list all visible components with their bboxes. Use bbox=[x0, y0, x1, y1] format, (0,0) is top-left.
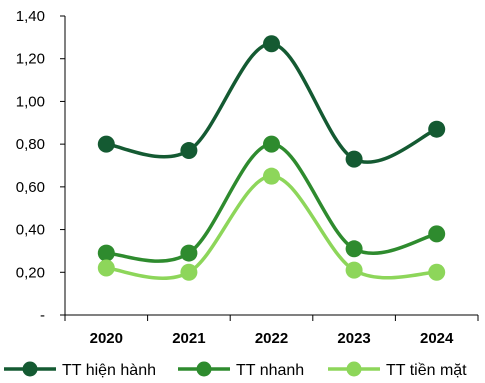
x-tick-label: 2021 bbox=[172, 330, 205, 347]
y-tick-label: 0,60 bbox=[16, 179, 45, 196]
data-point bbox=[263, 35, 280, 53]
y-tick-label: 1,20 bbox=[16, 51, 45, 68]
x-tick-label: 2023 bbox=[337, 330, 370, 347]
legend: TT hiện hành TT nhanh TT tiền mặt bbox=[4, 361, 467, 379]
legend-label: TT hiện hành bbox=[62, 362, 156, 379]
x-tick-label: 2020 bbox=[90, 330, 123, 347]
series-line bbox=[106, 142, 438, 263]
legend-swatch-marker bbox=[196, 361, 212, 377]
data-point bbox=[180, 263, 198, 281]
legend-label: TT nhanh bbox=[236, 362, 304, 379]
data-point bbox=[345, 240, 363, 258]
data-point bbox=[345, 261, 363, 279]
y-tick-label: 1,00 bbox=[16, 93, 45, 110]
series-3 bbox=[97, 167, 446, 281]
series-1 bbox=[97, 35, 446, 168]
x-tick-label: 2022 bbox=[255, 330, 288, 347]
y-tick-label: 0,40 bbox=[16, 222, 45, 239]
data-point bbox=[428, 120, 446, 138]
data-point bbox=[428, 225, 446, 243]
legend-item: TT tiền mặt bbox=[328, 361, 467, 379]
x-tick-label: 2024 bbox=[420, 330, 454, 347]
series-layer bbox=[97, 35, 446, 281]
y-tick-label: 1,40 bbox=[16, 8, 45, 25]
y-tick-label: 0,20 bbox=[16, 264, 45, 281]
y-axis: - 0,20 0,40 0,60 0,80 1,00 1,20 1,40 bbox=[16, 8, 66, 324]
data-point bbox=[180, 244, 198, 262]
legend-swatch-marker bbox=[346, 361, 362, 377]
legend-swatch-marker bbox=[22, 361, 38, 377]
legend-label: TT tiền mặt bbox=[386, 362, 467, 379]
legend-item: TT hiện hành bbox=[4, 361, 156, 379]
series-line bbox=[106, 174, 437, 280]
data-point bbox=[263, 135, 280, 153]
data-point bbox=[428, 263, 446, 281]
data-point bbox=[180, 142, 198, 160]
data-point bbox=[345, 150, 363, 168]
y-tick-label: 0,80 bbox=[16, 136, 45, 153]
data-point bbox=[97, 135, 115, 153]
data-point bbox=[97, 259, 115, 277]
data-point bbox=[263, 167, 280, 185]
series-2 bbox=[97, 135, 446, 263]
data-point bbox=[97, 244, 115, 262]
x-axis: 2020 2021 2022 2023 2024 bbox=[64, 314, 479, 347]
legend-item: TT nhanh bbox=[178, 361, 304, 379]
y-tick-label: - bbox=[40, 307, 45, 324]
